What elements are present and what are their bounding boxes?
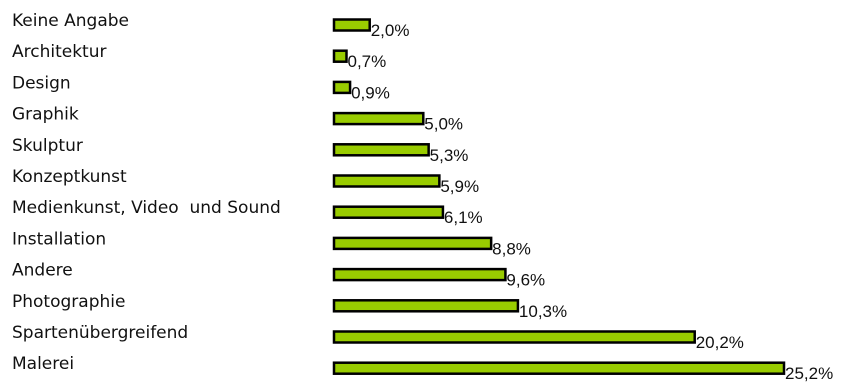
bar: [332, 80, 352, 95]
bar: [332, 236, 493, 251]
bar: [332, 18, 371, 32]
bar: [332, 299, 520, 313]
category-label: Architektur: [12, 42, 107, 62]
value-label: 5,3%: [430, 146, 469, 165]
bar: [332, 111, 425, 126]
category-label: Konzeptkunst: [12, 167, 127, 187]
bar: [332, 205, 445, 219]
value-label: 8,8%: [492, 239, 531, 258]
category-labels: Keine Angabe Architektur Design Graphik Skul…: [12, 11, 281, 374]
value-label: 5,0%: [424, 115, 463, 134]
bars: [332, 18, 786, 375]
value-label: 9,6%: [506, 271, 545, 290]
category-label: Malerei: [12, 354, 74, 374]
value-label: 25,2%: [785, 364, 833, 383]
category-label: Photographie: [12, 292, 125, 312]
value-labels: 2,0% 0,7% 0,9% 5,0% 5,3% 5,9% 6,1% 8,8% 9,6% 10,3…: [348, 21, 834, 383]
category-label: Skulptur: [12, 136, 83, 156]
bar: [332, 267, 507, 282]
bar: [332, 143, 430, 157]
category-label: Keine Angabe: [12, 11, 129, 31]
bar: [332, 361, 786, 375]
bar: [332, 330, 696, 344]
value-label: 2,0%: [371, 21, 410, 40]
value-label: 0,7%: [348, 52, 387, 71]
category-label: Graphik: [12, 105, 79, 125]
category-label: Installation: [12, 229, 106, 249]
value-label: 6,1%: [444, 208, 483, 227]
value-label: 20,2%: [696, 333, 744, 352]
value-label: 10,3%: [519, 302, 567, 321]
category-label: Medienkunst, Video und Sound: [12, 198, 281, 218]
category-label: Spartenübergreifend: [12, 323, 188, 343]
category-label: Design: [12, 73, 71, 93]
category-label: Andere: [12, 261, 73, 281]
bar: [332, 174, 441, 188]
value-label: 0,9%: [351, 83, 390, 102]
value-label: 5,9%: [440, 177, 479, 196]
bar: [332, 49, 348, 63]
